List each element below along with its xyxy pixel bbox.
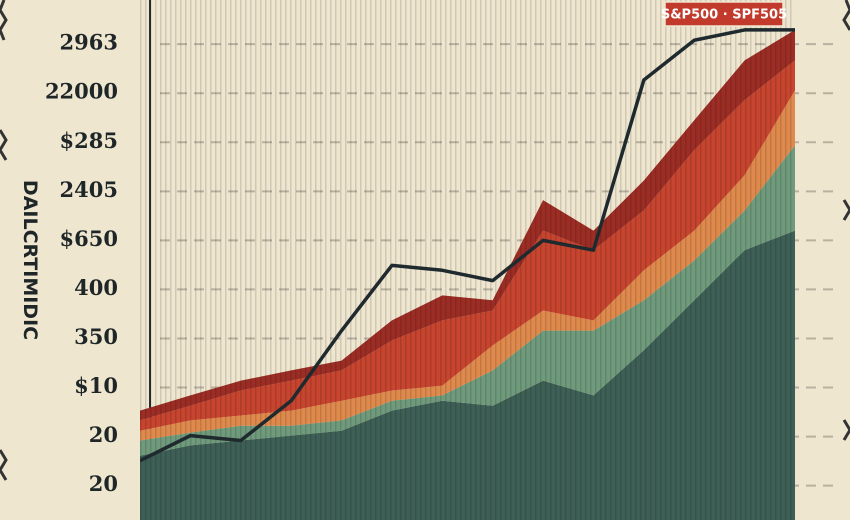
y-tick-label: $285 <box>60 128 118 153</box>
y-tick-label: 2405 <box>60 177 118 202</box>
y-tick-label: 2963 <box>60 30 118 55</box>
y-tick-label: 400 <box>74 275 118 300</box>
y-tick-label: 350 <box>74 324 118 349</box>
y-tick-label: 22000 <box>45 79 118 104</box>
legend-label: S&P500 · SPF505 <box>661 8 787 23</box>
decor-border <box>0 0 850 481</box>
y-tick-label: $650 <box>60 226 118 251</box>
y-tick-label: 20 <box>89 422 118 447</box>
y-tick-label: 20 <box>89 471 118 496</box>
plot-area <box>140 0 795 520</box>
y-tick-label: $10 <box>74 373 118 398</box>
y-axis-label: DAILCRTIMIDIC <box>19 180 41 340</box>
line <box>140 28 795 463</box>
legend: S&P500 · SPF505 <box>661 1 787 27</box>
legend-box <box>664 1 784 27</box>
